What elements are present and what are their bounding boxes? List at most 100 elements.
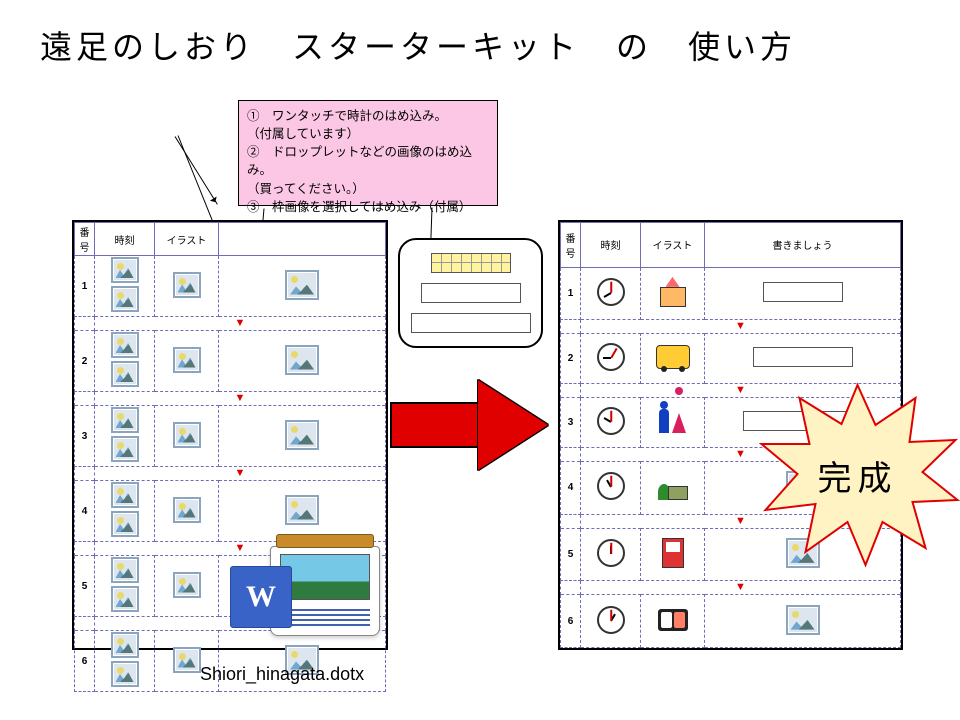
toilet-icon <box>659 409 686 433</box>
col-header: 書きましょう <box>705 223 901 268</box>
image-placeholder-icon <box>173 347 201 373</box>
row-number: 2 <box>75 331 95 392</box>
down-arrow-icon: ▼ <box>735 581 746 593</box>
placeholder-cell <box>155 256 219 317</box>
clock-icon <box>597 343 625 371</box>
clock-icon <box>597 539 625 567</box>
down-arrow-icon: ▼ <box>735 384 746 396</box>
image-placeholder-icon <box>111 661 139 687</box>
row-number: 2 <box>561 334 581 384</box>
row-number: 6 <box>561 595 581 648</box>
clock-icon <box>597 407 625 435</box>
illustration-cell <box>641 461 705 514</box>
row-number: 3 <box>561 398 581 448</box>
grid-sample-bubble <box>398 238 543 348</box>
placeholder-cell <box>219 481 386 542</box>
row-number: 6 <box>75 631 95 692</box>
down-arrow-icon: ▼ <box>235 317 246 329</box>
writing-cell <box>705 595 901 648</box>
complete-label: 完成 <box>818 451 898 500</box>
image-placeholder-icon <box>111 257 139 283</box>
row-number: 4 <box>561 461 581 514</box>
image-placeholder-icon <box>111 436 139 462</box>
image-placeholder-icon <box>111 361 139 387</box>
placeholder-cell <box>219 406 386 467</box>
time-cell <box>581 334 641 384</box>
instruction-callout: ① ワンタッチで時計のはめ込み。 （付属しています） ② ドロップレットなどの画… <box>238 100 498 206</box>
placeholder-cell <box>95 331 155 392</box>
grid-swatch-icon <box>411 313 531 333</box>
writing-cell <box>705 267 901 320</box>
image-placeholder-icon <box>285 345 319 375</box>
illustration-cell <box>641 267 705 320</box>
clock-icon <box>597 606 625 634</box>
down-arrow-icon: ▼ <box>235 467 246 479</box>
row-number: 1 <box>561 267 581 320</box>
row-number: 3 <box>75 406 95 467</box>
time-cell <box>581 595 641 648</box>
image-placeholder-icon <box>285 495 319 525</box>
down-arrow-icon: ▼ <box>735 515 746 527</box>
illustration-cell <box>641 528 705 581</box>
placeholder-cell <box>95 481 155 542</box>
image-placeholder-icon <box>173 422 201 448</box>
placeholder-cell <box>155 556 219 617</box>
placeholder-cell <box>219 331 386 392</box>
image-placeholder-icon <box>173 497 201 523</box>
image-placeholder-icon <box>173 272 201 298</box>
image-placeholder-icon <box>786 605 820 635</box>
col-header <box>219 223 386 256</box>
col-header: 番号 <box>561 223 581 268</box>
placeholder-cell <box>95 256 155 317</box>
school-icon <box>656 277 690 307</box>
bus-icon <box>656 345 690 369</box>
placeholder-cell <box>95 406 155 467</box>
row-number: 5 <box>561 528 581 581</box>
time-cell <box>581 528 641 581</box>
grid-swatch-icon <box>753 347 853 367</box>
park-icon <box>656 472 690 500</box>
clock-icon <box>597 278 625 306</box>
time-cell <box>581 267 641 320</box>
image-placeholder-icon <box>285 420 319 450</box>
col-header: 時刻 <box>581 223 641 268</box>
grid-swatch-icon <box>421 283 521 303</box>
image-placeholder-icon <box>111 511 139 537</box>
callout-line: （買ってください。） <box>247 180 489 198</box>
vend-icon <box>662 538 684 568</box>
grid-swatch-icon <box>763 282 843 302</box>
image-placeholder-icon <box>111 586 139 612</box>
illustration-cell <box>641 398 705 448</box>
illustration-cell <box>641 595 705 648</box>
image-placeholder-icon <box>111 557 139 583</box>
down-arrow-icon: ▼ <box>735 320 746 332</box>
time-cell <box>581 398 641 448</box>
placeholder-cell <box>155 331 219 392</box>
callout-line: ② ドロップレットなどの画像のはめ込み。 <box>247 143 489 179</box>
col-header: イラスト <box>155 223 219 256</box>
image-placeholder-icon <box>111 332 139 358</box>
clock-icon <box>597 472 625 500</box>
placeholder-cell <box>155 481 219 542</box>
image-placeholder-icon <box>111 407 139 433</box>
callout-line: ③ 枠画像を選択してはめ込み（付属） <box>247 198 489 216</box>
row-number: 5 <box>75 556 95 617</box>
down-arrow-icon: ▼ <box>735 448 746 460</box>
transform-arrow-icon <box>390 380 550 470</box>
row-number: 1 <box>75 256 95 317</box>
filename-label: Shiori_hinagata.dotx <box>200 664 364 685</box>
time-cell <box>581 461 641 514</box>
placeholder-cell <box>219 256 386 317</box>
image-placeholder-icon <box>111 482 139 508</box>
placeholder-cell <box>95 556 155 617</box>
col-header: 番号 <box>75 223 95 256</box>
illustration-cell <box>641 334 705 384</box>
image-placeholder-icon <box>173 647 201 673</box>
col-header: イラスト <box>641 223 705 268</box>
down-arrow-icon: ▼ <box>235 392 246 404</box>
placeholder-cell <box>155 406 219 467</box>
image-placeholder-icon <box>111 632 139 658</box>
row-number: 4 <box>75 481 95 542</box>
complete-starburst: 完成 <box>755 380 960 570</box>
placeholder-cell <box>95 631 155 692</box>
